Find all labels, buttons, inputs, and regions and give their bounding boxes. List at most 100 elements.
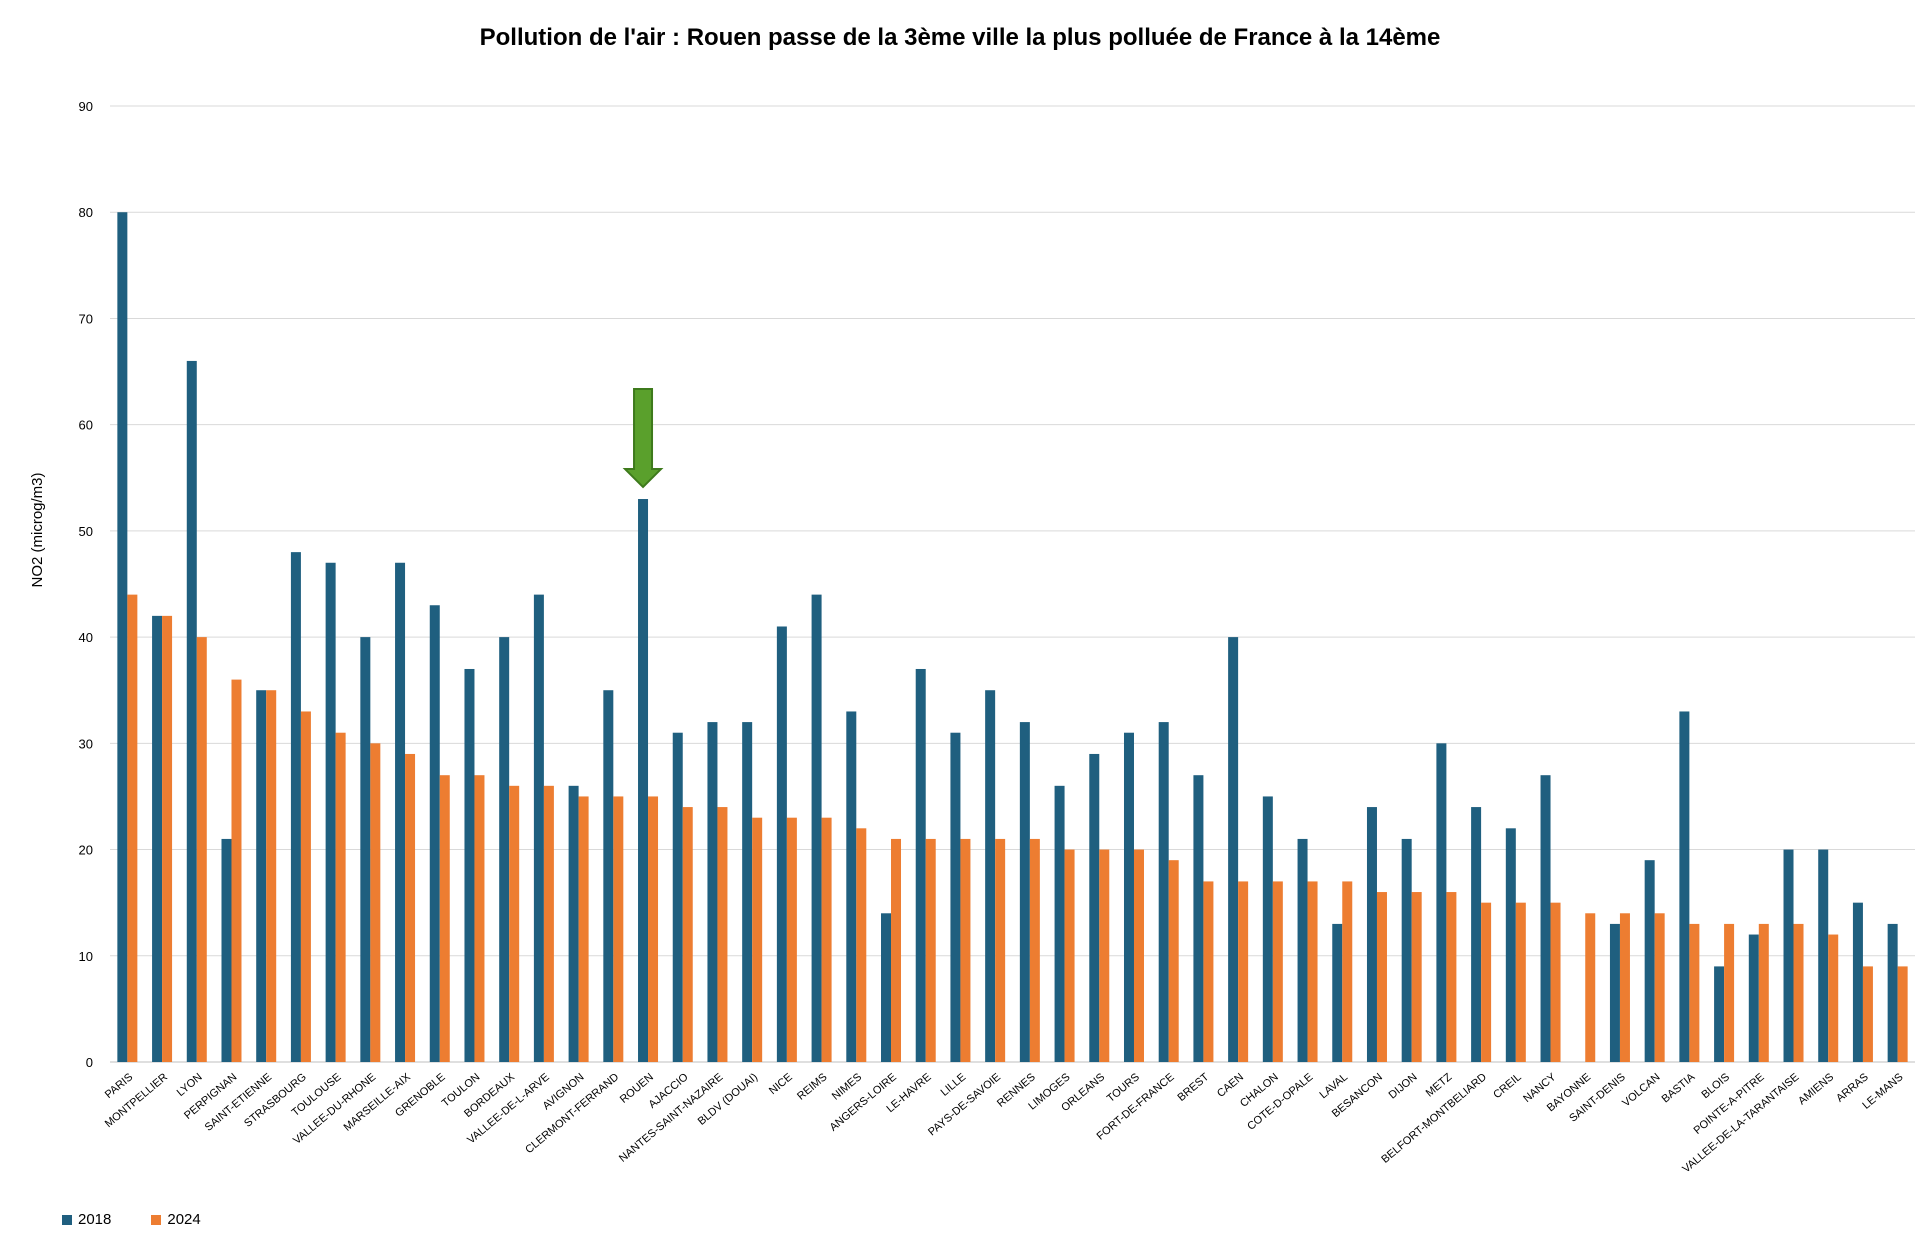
bar-2024-tours [1133,849,1144,1062]
bar-2018-saint-denis [1609,923,1620,1062]
bar-2018-volcan [1644,860,1655,1062]
bar-2018-nancy [1540,775,1551,1062]
bar-2018-le-mans [1887,923,1898,1062]
bar-2018-le-havre [915,668,926,1062]
x-tick-label: DIJON [1387,1071,1420,1101]
bar-2018-creil [1505,828,1516,1062]
bar-2018-bordeaux [499,637,510,1062]
bar-2018-brest [1193,775,1204,1062]
bar-2024-limoges [1064,849,1075,1062]
bar-2018-bastia [1679,711,1690,1062]
bar-2018-nice [776,626,787,1062]
bar-2024-bayonne [1585,913,1596,1062]
x-tick-label: CAEN [1215,1071,1246,1100]
bar-2024-amiens [1828,934,1839,1062]
x-tick-label: LYON [175,1071,205,1099]
y-tick-labels: 0 10 20 30 40 50 60 70 80 90 [79,99,93,1070]
bar-2018-arras [1852,902,1863,1062]
bar-2024-bordeaux [509,785,520,1062]
x-tick-label: VOLCAN [1620,1071,1662,1109]
bar-2018-montpellier [152,615,163,1062]
bar-2024-laval [1342,881,1353,1062]
bar-2024-ajaccio [682,807,693,1062]
x-tick-label: BREST [1176,1071,1212,1104]
bar-2024-reims [821,817,832,1062]
bar-2024-nice [786,817,797,1062]
bar-2024-marseille-aix [405,753,416,1062]
y-tick-label: 60 [79,418,93,433]
bar-2018-toulouse [325,562,336,1062]
y-tick-label: 50 [79,524,93,539]
bar-2024-bldv-douai- [752,817,763,1062]
bar-2024-montpellier [162,615,173,1062]
bar-2024-saint-etienne [266,690,277,1062]
bar-2018-lille [950,732,961,1062]
bar-2018-rouen [638,499,649,1062]
bar-2018-besancon [1366,807,1377,1062]
bar-2024-caen [1238,881,1249,1062]
bars [117,212,1908,1062]
y-tick-label: 70 [79,311,93,326]
y-tick-label: 20 [79,843,93,858]
gridlines [110,105,1915,1063]
y-tick-label: 10 [79,949,93,964]
bar-2018-clermont-ferrand [603,690,614,1062]
bar-2018-fort-de-france [1158,722,1169,1062]
bar-2018-blois [1714,966,1725,1062]
y-tick-label: 0 [86,1055,93,1070]
x-tick-label: BLDV (DOUAI) [696,1071,760,1128]
bar-2018-bldv-douai- [742,722,753,1062]
bar-2018-limoges [1054,785,1065,1062]
bar-2024-toulon [474,775,485,1062]
bar-2018-pays-de-savoie [985,690,996,1062]
bar-2018-dijon [1401,838,1412,1062]
x-tick-label: PARIS [103,1071,135,1101]
bar-2024-metz [1446,892,1457,1062]
bar-2024-cote-d-opale [1307,881,1318,1062]
bar-2018-paris [117,212,128,1062]
y-tick-label: 40 [79,630,93,645]
bar-2018-reims [811,594,822,1062]
bar-2024-arras [1862,966,1873,1062]
x-tick-label: STRASBOURG [242,1071,309,1130]
bar-2024-blois [1724,923,1735,1062]
bar-2018-nantes-saint-nazaire [707,722,718,1062]
bar-2024-nimes [856,828,867,1062]
bar-2024-belfort-montbeliard [1481,902,1492,1062]
x-tick-label: BASTIA [1660,1071,1698,1106]
y-tick-label: 90 [79,99,93,114]
bar-2018-belfort-montbeliard [1471,807,1482,1062]
bar-2024-paris [127,594,138,1062]
bar-2018-marseille-aix [395,562,406,1062]
bar-2018-caen [1228,637,1239,1062]
bar-2024-perpignan [231,679,242,1062]
x-tick-label: METZ [1424,1071,1455,1100]
bar-2024-volcan [1654,913,1665,1062]
legend-item-2018: 2018 [62,1211,111,1228]
bar-2024-creil [1515,902,1526,1062]
y-axis-title: NO2 (microg/m3) [29,472,46,587]
bar-2024-orleans [1099,849,1110,1062]
bar-2018-chalon [1262,796,1273,1062]
x-tick-label: REIMS [795,1071,829,1103]
bar-2024-toulouse [335,732,346,1062]
legend: 2018 2024 [62,1211,201,1228]
bar-2018-tours [1123,732,1134,1062]
bar-2024-strasbourg [300,711,311,1062]
bar-2024-nantes-saint-nazaire [717,807,728,1062]
bar-2018-ajaccio [672,732,683,1062]
bar-2018-metz [1436,743,1447,1062]
x-tick-label: MONTPELLIER [103,1071,170,1130]
bar-2024-rennes [1029,838,1040,1062]
bar-2018-orleans [1089,753,1100,1062]
y-tick-label: 30 [79,736,93,751]
green-down-arrow-icon [622,388,664,489]
bar-2018-nimes [846,711,857,1062]
bar-2018-grenoble [429,605,440,1062]
bar-2018-lyon [186,360,197,1062]
x-tick-label: AMIENS [1796,1071,1836,1107]
bar-2018-vallee-du-rhone [360,637,371,1062]
bar-2018-laval [1332,923,1343,1062]
bar-2024-avignon [578,796,589,1062]
